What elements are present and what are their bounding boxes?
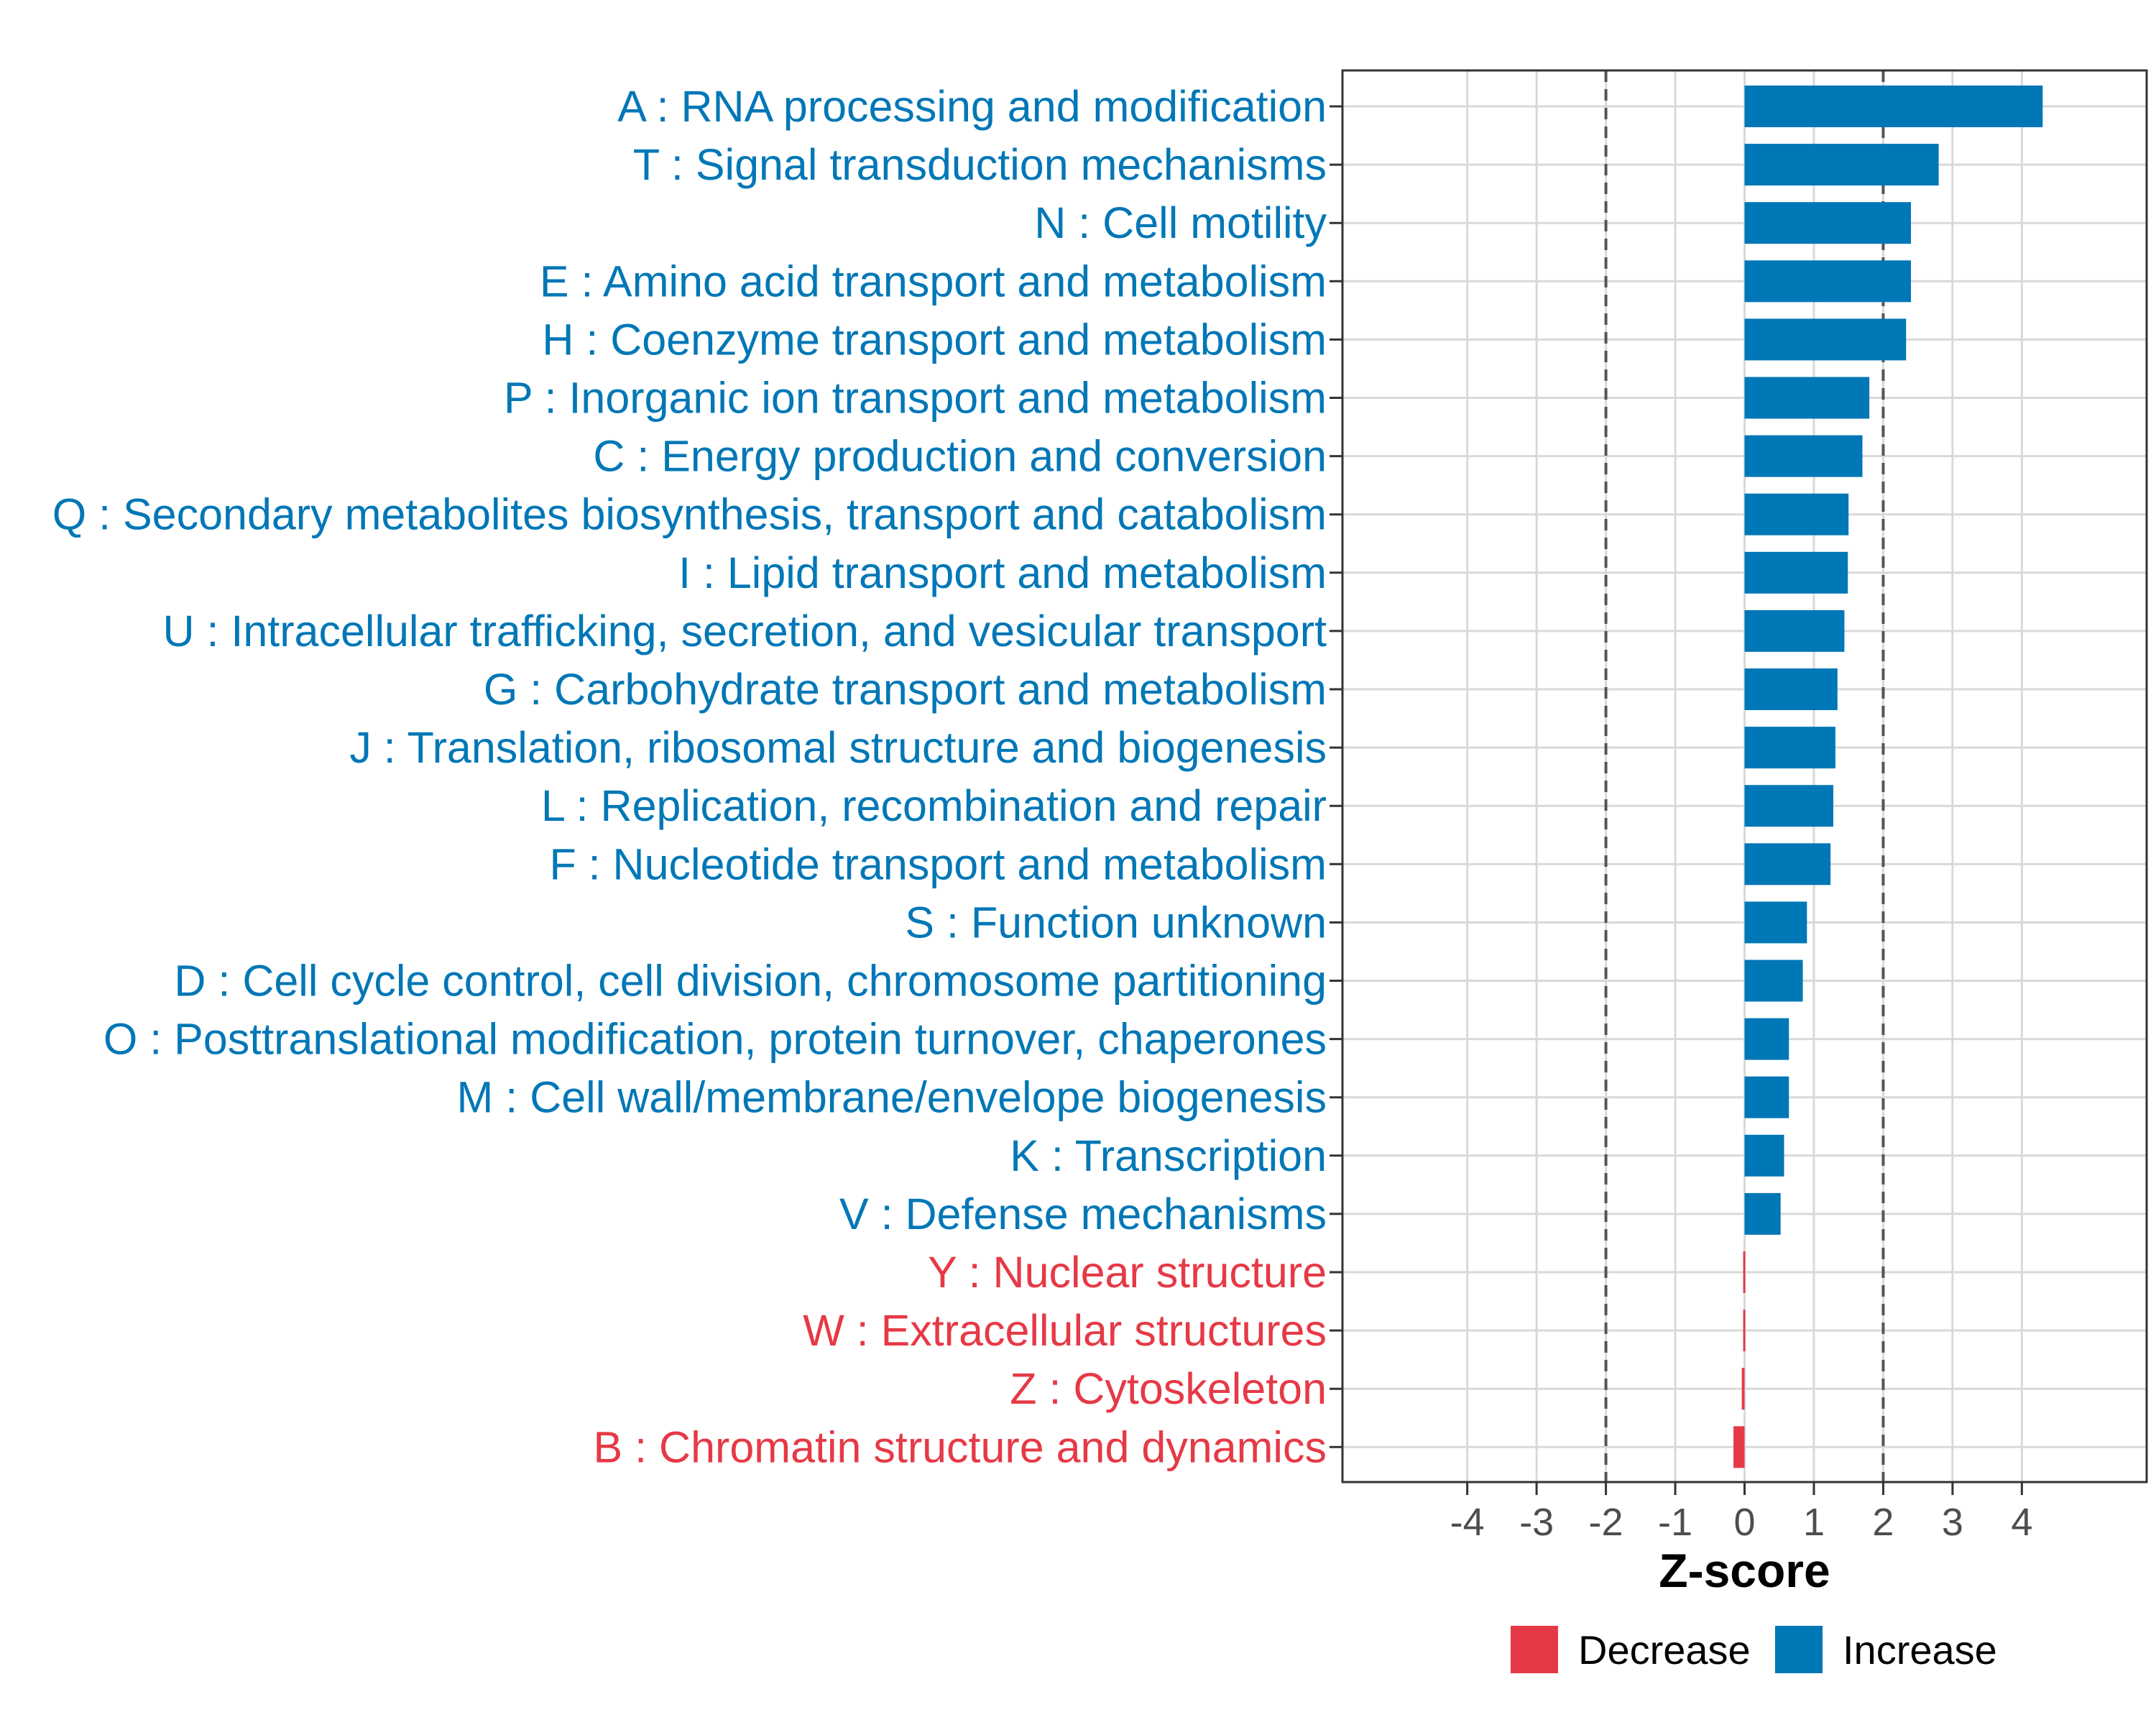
category-label: I : Lipid transport and metabolism xyxy=(678,548,1327,597)
category-label: K : Transcription xyxy=(1010,1131,1327,1180)
bar xyxy=(1744,901,1807,944)
bar xyxy=(1744,318,1907,361)
bar xyxy=(1744,86,2043,127)
category-label: A : RNA processing and modification xyxy=(617,82,1327,131)
category-label: O : Posttranslational modification, prot… xyxy=(103,1015,1327,1064)
category-label: Q : Secondary metabolites biosynthesis, … xyxy=(52,490,1327,539)
x-axis-ticks: -4 -3 -2 -1 0 1 2 3 4 xyxy=(1450,1482,2032,1544)
x-tick-label: 3 xyxy=(1942,1501,1963,1544)
category-label: W : Extracellular structures xyxy=(803,1306,1327,1355)
category-label: F : Nucleotide transport and metabolism xyxy=(549,840,1327,888)
category-label: D : Cell cycle control, cell division, c… xyxy=(174,957,1327,1006)
x-axis-title: Z-score xyxy=(1659,1544,1830,1597)
x-tick-label: -4 xyxy=(1450,1501,1485,1544)
bar xyxy=(1744,668,1838,710)
category-label: G : Carbohydrate transport and metabolis… xyxy=(484,665,1327,714)
y-axis-ticks xyxy=(1330,105,1342,1448)
bar xyxy=(1744,843,1831,886)
legend: Decrease Increase xyxy=(1511,1626,1997,1673)
x-tick-label: 2 xyxy=(1872,1501,1894,1544)
category-label: P : Inorganic ion transport and metaboli… xyxy=(504,374,1327,423)
legend-swatch-decrease xyxy=(1511,1626,1558,1673)
bar xyxy=(1744,493,1849,535)
bar xyxy=(1744,960,1803,1002)
category-label: B : Chromatin structure and dynamics xyxy=(594,1422,1327,1471)
bar xyxy=(1744,377,1870,419)
category-label: Z : Cytoskeleton xyxy=(1010,1364,1327,1413)
bars xyxy=(1733,86,2043,1468)
bar xyxy=(1744,1134,1784,1177)
category-label: H : Coenzyme transport and metabolism xyxy=(542,315,1327,364)
bar xyxy=(1744,727,1835,769)
category-label: C : Energy production and conversion xyxy=(593,432,1327,481)
bar xyxy=(1744,260,1912,303)
bar xyxy=(1744,1192,1781,1235)
category-label: T : Signal transduction mechanisms xyxy=(633,140,1327,189)
x-tick-label: -3 xyxy=(1519,1501,1554,1544)
x-tick-label: -1 xyxy=(1658,1501,1692,1544)
bar xyxy=(1744,435,1863,477)
bar xyxy=(1744,610,1845,652)
x-tick-label: 4 xyxy=(2011,1501,2032,1544)
x-tick-label: 0 xyxy=(1733,1501,1755,1544)
x-tick-label: 1 xyxy=(1803,1501,1825,1544)
category-label: E : Amino acid transport and metabolism xyxy=(540,257,1327,305)
bar xyxy=(1741,1368,1745,1410)
bar xyxy=(1744,202,1912,244)
legend-swatch-increase xyxy=(1775,1626,1823,1673)
bar xyxy=(1743,1310,1746,1352)
bar xyxy=(1744,551,1848,594)
bar xyxy=(1744,1076,1789,1118)
x-tick-label: -2 xyxy=(1589,1501,1623,1544)
category-label: N : Cell motility xyxy=(1034,198,1327,247)
bar xyxy=(1744,1018,1789,1060)
category-label: V : Defense mechanisms xyxy=(839,1190,1327,1238)
reference-lines xyxy=(1604,70,1885,1482)
bar xyxy=(1744,785,1833,827)
category-label: U : Intracellular trafficking, secretion… xyxy=(163,607,1327,656)
y-axis-category-labels: A : RNA processing and modification T : S… xyxy=(52,82,1327,1471)
category-label: S : Function unknown xyxy=(905,898,1327,947)
bar xyxy=(1743,1251,1746,1293)
category-label: Y : Nuclear structure xyxy=(928,1248,1327,1297)
bar xyxy=(1744,144,1939,186)
category-label: M : Cell wall/membrane/envelope biogenes… xyxy=(457,1073,1327,1122)
legend-label-increase: Increase xyxy=(1843,1627,1997,1673)
legend-label-decrease: Decrease xyxy=(1578,1627,1751,1673)
bar xyxy=(1733,1426,1745,1468)
category-label: L : Replication, recombination and repai… xyxy=(541,781,1327,830)
category-label: J : Translation, ribosomal structure and… xyxy=(349,723,1327,772)
